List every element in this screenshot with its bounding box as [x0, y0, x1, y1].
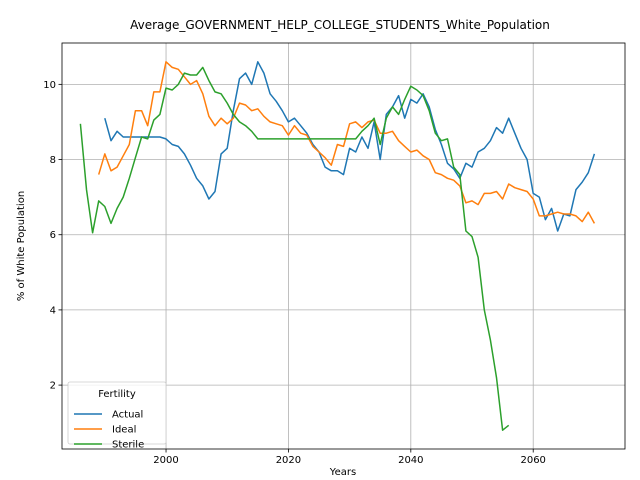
y-axis-label: % of White Population [16, 191, 27, 301]
grid-lines [62, 43, 625, 449]
y-axis-ticks: 2 4 6 8 10 [43, 80, 62, 392]
y-tick-label: 4 [50, 305, 56, 316]
series-lines [79, 61, 596, 431]
legend-items: Actual Ideal Sterile [74, 410, 144, 451]
y-tick-label: 10 [43, 80, 56, 91]
y-tick-label: 2 [50, 381, 56, 392]
x-tick-label: 2040 [398, 455, 423, 466]
plot-area-frame [61, 42, 626, 450]
legend-label-sterile: Sterile [112, 440, 144, 451]
legend: Fertility Actual Ideal Sterile [67, 381, 167, 451]
chart-title: Average_GOVERNMENT_HELP_COLLEGE_STUDENTS… [130, 18, 550, 32]
x-tick-label: 2060 [520, 455, 545, 466]
legend-label-actual: Actual [112, 410, 143, 421]
legend-title: Fertility [98, 389, 136, 400]
y-tick-label: 8 [50, 155, 56, 166]
x-axis-label: Years [329, 467, 356, 478]
x-tick-label: 2020 [276, 455, 301, 466]
y-tick-label: 6 [50, 230, 56, 241]
series-line-ideal [97, 61, 596, 224]
x-axis-ticks: 2000 2020 2040 2060 [153, 449, 546, 466]
series-line-sterile [79, 66, 510, 431]
x-tick-label: 2000 [153, 455, 178, 466]
legend-label-ideal: Ideal [112, 425, 136, 436]
series-line-actual [104, 61, 596, 232]
